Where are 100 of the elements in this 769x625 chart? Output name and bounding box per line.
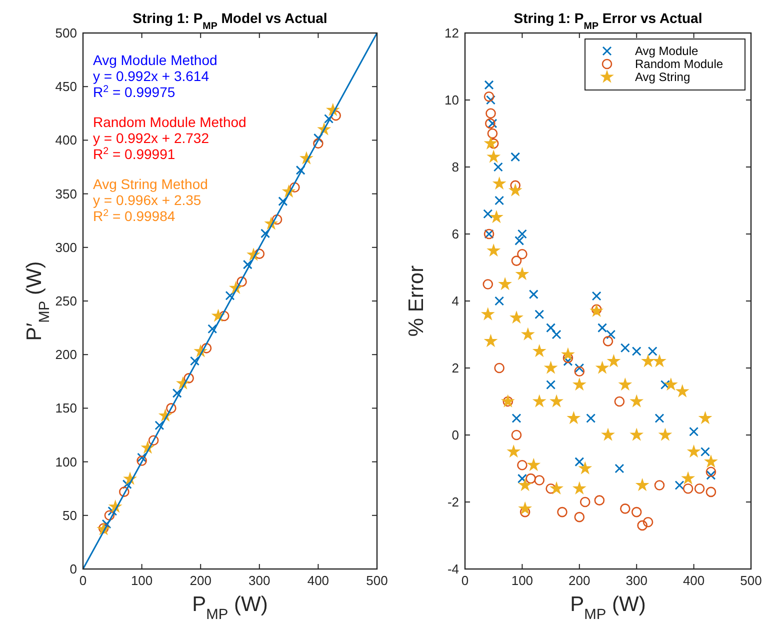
y-tick-label: 4: [452, 294, 459, 308]
point: [254, 248, 265, 259]
point: [510, 152, 520, 162]
point: [674, 480, 684, 490]
point: [637, 520, 648, 531]
point: [313, 133, 323, 143]
point: [494, 296, 504, 306]
point: [635, 478, 650, 492]
point: [508, 183, 522, 196]
point: [517, 248, 528, 260]
point: [606, 354, 621, 368]
point: [606, 330, 616, 340]
point: [148, 435, 159, 446]
point: [574, 363, 584, 373]
point: [225, 290, 235, 300]
point: [278, 196, 288, 206]
point: [598, 323, 608, 333]
y-tick-label: 150: [55, 400, 77, 416]
y-tick-label: 250: [55, 294, 77, 308]
point: [218, 310, 230, 322]
point: [488, 118, 498, 128]
point: [580, 496, 590, 508]
point: [572, 481, 586, 495]
point: [544, 360, 558, 374]
y-tick-label: 8: [452, 160, 459, 174]
point: [620, 504, 630, 514]
point: [630, 428, 644, 441]
y-tick-label: 450: [55, 79, 77, 94]
annotation: y = 0.996x + 2.35: [93, 192, 202, 208]
point: [574, 457, 584, 467]
point: [511, 256, 522, 266]
point: [557, 506, 568, 518]
chart-title: String 1: P$_{MP}$ Model vs Actual: [132, 10, 328, 32]
y-tick-label: 2: [452, 360, 459, 376]
x-tick-label: 400: [307, 573, 330, 588]
point: [614, 464, 624, 474]
y-tick-label: -2: [447, 494, 459, 510]
point: [620, 343, 630, 353]
point: [550, 481, 564, 495]
y-tick-label: 400: [55, 132, 77, 148]
point: [517, 474, 527, 484]
point: [572, 377, 586, 391]
point: [484, 136, 498, 150]
y-tick-label: 12: [444, 26, 459, 40]
x-tick-label: 300: [248, 573, 270, 588]
point: [313, 138, 324, 149]
point: [208, 324, 218, 334]
x-tick-label: 0: [79, 573, 87, 588]
point: [511, 430, 522, 440]
x-tick-label: 400: [682, 573, 705, 588]
point: [136, 456, 147, 466]
point: [486, 95, 496, 105]
x-tick-label: 200: [568, 573, 590, 588]
point: [594, 495, 605, 506]
point: [630, 394, 644, 408]
point: [694, 483, 705, 494]
point: [484, 92, 494, 102]
point: [552, 330, 562, 340]
point: [561, 347, 575, 361]
point: [493, 162, 503, 172]
y-tick-label: -4: [447, 562, 459, 576]
y-tick-label: 50: [62, 508, 77, 523]
point: [601, 428, 615, 441]
point: [686, 444, 701, 458]
point: [706, 470, 716, 480]
point: [563, 356, 573, 366]
point: [700, 447, 710, 456]
y-tick-label: 10: [444, 92, 459, 108]
point: [520, 327, 535, 340]
point: [652, 354, 666, 368]
y-tick-label: 500: [55, 26, 77, 40]
point: [330, 110, 341, 121]
y-axis-title: % Error: [405, 265, 428, 337]
point: [526, 473, 536, 484]
annotation: y = 0.992x + 2.732: [93, 130, 210, 146]
x-tick-label: 100: [130, 573, 153, 588]
point: [534, 475, 545, 486]
legend-label: Random Module: [635, 57, 724, 71]
point: [487, 128, 498, 139]
point: [698, 410, 712, 424]
point: [486, 243, 501, 257]
point: [515, 266, 530, 280]
annotation: y = 0.992x + 3.614: [93, 68, 210, 84]
point: [517, 460, 528, 470]
point: [137, 452, 147, 462]
point: [658, 428, 672, 441]
point: [682, 483, 694, 494]
point: [660, 380, 670, 390]
point: [689, 426, 699, 436]
point: [494, 196, 504, 206]
point: [675, 384, 690, 398]
x-axis-title: P$_{MP}$ (W): [570, 593, 646, 623]
point: [506, 444, 521, 458]
point: [296, 165, 306, 175]
x-tick-label: 500: [740, 573, 762, 588]
point: [290, 182, 300, 193]
point: [546, 380, 556, 390]
point: [154, 420, 164, 430]
point: [706, 466, 716, 477]
point: [614, 396, 625, 407]
